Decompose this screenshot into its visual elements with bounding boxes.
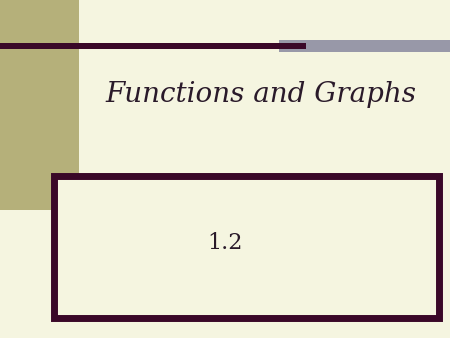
Bar — [54, 176, 439, 318]
Bar — [0, 43, 306, 49]
Text: Functions and Graphs: Functions and Graphs — [105, 81, 417, 108]
Text: 1.2: 1.2 — [207, 232, 243, 255]
Bar — [279, 40, 450, 52]
Bar — [0, 0, 79, 210]
